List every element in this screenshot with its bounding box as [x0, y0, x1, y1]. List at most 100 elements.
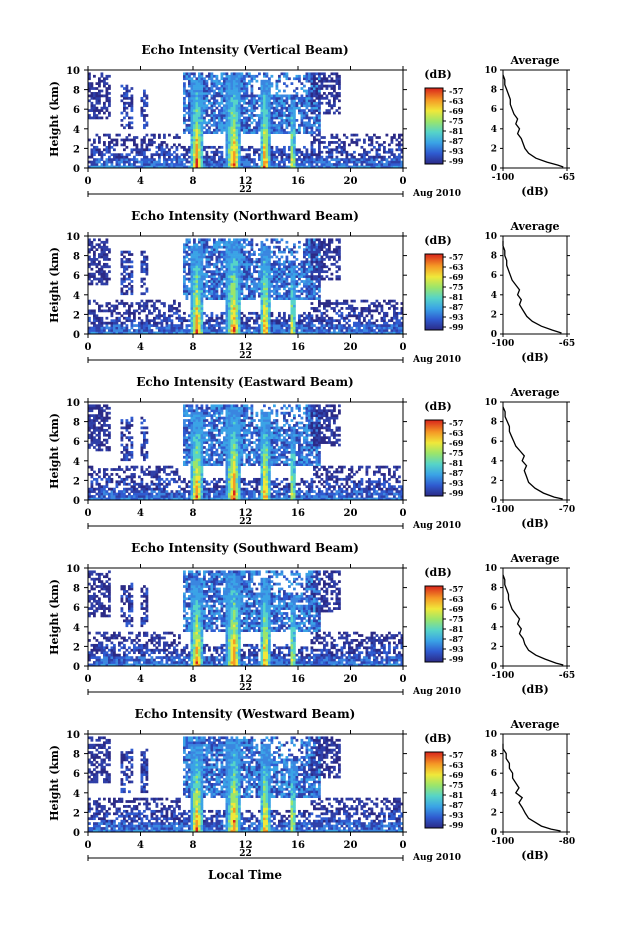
- echo-cell: [223, 82, 226, 85]
- echo-cell: [168, 150, 171, 154]
- echo-cell: [260, 111, 264, 115]
- echo-cell: [380, 165, 384, 169]
- echo-cell: [263, 280, 266, 283]
- echo-cell: [233, 114, 236, 117]
- echo-cell: [305, 128, 309, 132]
- echo-cell: [213, 165, 216, 169]
- echo-cell: [290, 131, 294, 134]
- echo-cell: [235, 126, 239, 130]
- echo-cell: [95, 99, 99, 103]
- echo-cell: [318, 96, 321, 100]
- echo-cell: [105, 165, 109, 169]
- echo-cell: [255, 287, 259, 291]
- echo-cell: [228, 267, 231, 271]
- echo-cell: [280, 329, 284, 332]
- echo-cell: [108, 87, 111, 90]
- echo-cell: [150, 165, 154, 169]
- echo-cell: [205, 106, 209, 110]
- echo-cell: [270, 160, 274, 164]
- echo-cell: [193, 258, 196, 261]
- echo-cell: [323, 250, 326, 254]
- echo-cell: [355, 324, 359, 327]
- echo-cell: [355, 158, 359, 161]
- echo-cell: [293, 94, 296, 98]
- echo-cell: [278, 285, 281, 288]
- echo-cell: [188, 253, 191, 256]
- echo-cell: [300, 160, 304, 164]
- echo-cell: [278, 270, 281, 274]
- echo-cell: [185, 165, 189, 169]
- echo-cell: [260, 265, 264, 269]
- echo-cell: [353, 158, 356, 161]
- echo-cell: [110, 321, 114, 325]
- echo-cell: [215, 79, 219, 83]
- echo-cell: [210, 292, 214, 296]
- echo-cell: [315, 87, 319, 90]
- echo-cell: [243, 94, 246, 98]
- echo-cell: [355, 163, 359, 166]
- echo-cell: [263, 74, 266, 78]
- echo-cell: [310, 331, 314, 335]
- echo-cell: [100, 270, 104, 274]
- echo-cell: [320, 84, 324, 88]
- echo-cell: [230, 262, 234, 266]
- echo-cell: [290, 99, 294, 103]
- echo-cell: [170, 160, 174, 164]
- echo-cell: [395, 138, 399, 142]
- echo-cell: [265, 307, 269, 310]
- echo-cell: [213, 282, 216, 286]
- echo-cell: [123, 285, 126, 288]
- echo-cell: [93, 109, 96, 112]
- echo-cell: [100, 245, 104, 249]
- echo-cell: [100, 282, 104, 286]
- echo-cell: [168, 326, 171, 330]
- echo-cell: [348, 160, 351, 164]
- echo-cell: [130, 116, 134, 120]
- echo-cell: [108, 101, 111, 105]
- echo-cell: [298, 282, 301, 286]
- echo-cell: [293, 307, 296, 310]
- echo-cell: [183, 282, 186, 286]
- echo-cell: [135, 160, 139, 164]
- echo-cell: [313, 116, 316, 120]
- echo-cell: [88, 238, 91, 242]
- echo-cell: [280, 331, 284, 335]
- echo-cell: [290, 111, 294, 115]
- echo-cell: [275, 292, 279, 296]
- echo-cell: [320, 258, 324, 261]
- echo-cell: [335, 150, 339, 154]
- echo-cell: [123, 329, 126, 332]
- echo-cell: [303, 316, 306, 320]
- echo-cell: [243, 119, 246, 122]
- echo-cell: [338, 250, 341, 254]
- echo-cell: [243, 285, 246, 288]
- echo-cell: [308, 250, 311, 254]
- echo-cell: [328, 255, 331, 259]
- echo-cell: [393, 326, 396, 330]
- echo-cell: [238, 145, 241, 149]
- echo-cell: [143, 267, 146, 271]
- echo-cell: [220, 272, 224, 276]
- echo-cell: [280, 326, 284, 330]
- echo-cell: [330, 277, 334, 281]
- echo-cell: [240, 280, 244, 283]
- echo-cell: [138, 329, 141, 332]
- echo-cell: [315, 267, 319, 271]
- echo-cell: [88, 265, 91, 269]
- echo-cell: [208, 119, 211, 122]
- echo-cell: [230, 329, 234, 332]
- profile-x-tick-label: -65: [559, 173, 575, 183]
- echo-cell: [188, 96, 191, 100]
- echo-cell: [125, 250, 129, 254]
- echo-cell: [115, 160, 119, 164]
- echo-cell: [328, 160, 331, 164]
- echo-cell: [333, 104, 336, 108]
- echo-cell: [260, 253, 264, 256]
- echo-cell: [325, 165, 329, 169]
- echo-cell: [328, 148, 331, 152]
- echo-cell: [235, 316, 239, 320]
- echo-cell: [125, 329, 129, 332]
- echo-cell: [120, 321, 124, 325]
- echo-cell: [235, 267, 239, 271]
- echo-cell: [378, 165, 381, 169]
